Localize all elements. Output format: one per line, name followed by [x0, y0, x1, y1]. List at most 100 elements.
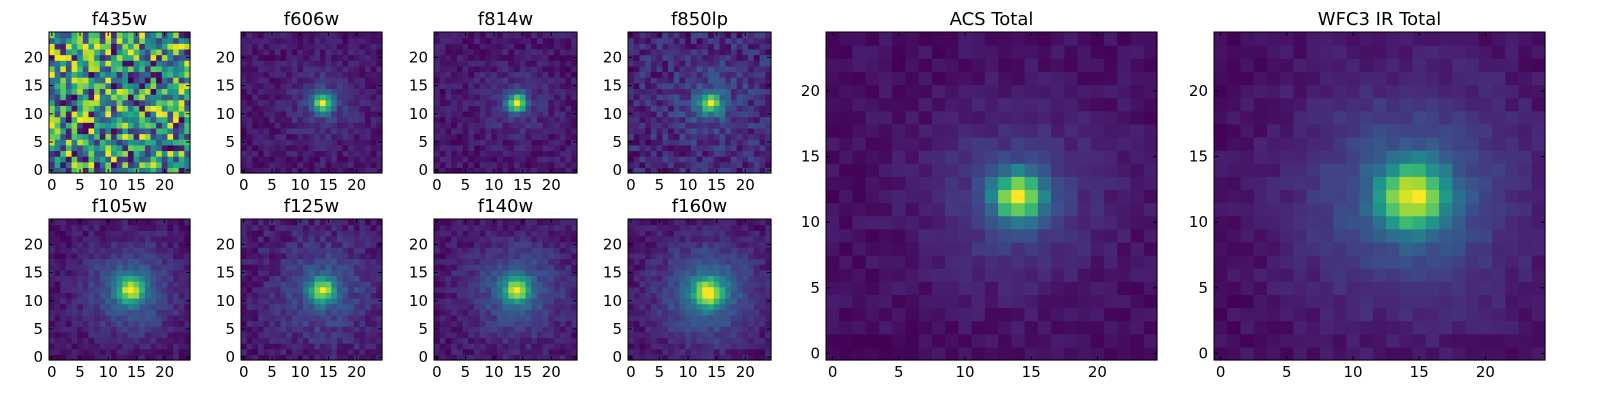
heatmap-cell: [280, 99, 287, 106]
heatmap-cell: [269, 43, 276, 50]
heatmap-cell: [274, 65, 282, 73]
heatmap-cell: [319, 326, 327, 333]
heatmap-cell: [742, 286, 749, 293]
heatmap-cell: [713, 337, 721, 344]
heatmap-cell: [702, 343, 709, 350]
heatmap-cell: [742, 309, 749, 316]
heatmap-cell: [257, 127, 265, 135]
heatmap-cell: [365, 48, 372, 56]
heatmap-cell: [161, 326, 169, 333]
heatmap-cell: [519, 99, 527, 106]
heatmap-cell: [679, 286, 686, 293]
heatmap-cell: [241, 247, 248, 254]
heatmap-cell: [536, 281, 544, 288]
heatmap-cell: [348, 71, 355, 78]
heatmap-cell: [725, 337, 732, 344]
heatmap-cell: [297, 133, 304, 140]
heatmap-cell: [656, 156, 663, 163]
heatmap-cell: [451, 32, 458, 39]
heatmap-cell: [508, 54, 515, 61]
heatmap-cell: [759, 99, 766, 106]
heatmap-cell: [679, 281, 686, 288]
heatmap-cell: [139, 348, 146, 355]
heatmap-cell: [252, 54, 259, 61]
heatmap-cell: [156, 252, 163, 260]
heatmap-cell: [178, 264, 185, 271]
heatmap-cell: [127, 116, 135, 123]
heatmap-cell: [342, 241, 349, 248]
heatmap-cell: [571, 348, 578, 355]
heatmap-cell: [331, 320, 338, 327]
heatmap-cell: [719, 331, 726, 339]
heatmap-cell: [286, 303, 293, 310]
heatmap-cell: [161, 54, 169, 61]
heatmap-cell: [370, 292, 377, 299]
heatmap-cell: [274, 281, 282, 288]
heatmap-cell: [60, 292, 67, 299]
heatmap-cell: [178, 88, 185, 95]
heatmap-cell: [696, 48, 703, 56]
heatmap-cell: [565, 348, 572, 355]
heatmap-cell: [173, 144, 180, 152]
heatmap-cell: [485, 37, 492, 44]
heatmap-cell: [133, 269, 140, 276]
heatmap-cell: [468, 241, 475, 248]
heatmap-cell: [116, 235, 123, 243]
heatmap-cell: [519, 37, 527, 44]
heatmap-cell: [291, 281, 298, 288]
heatmap-cell: [719, 43, 726, 50]
heatmap-cell: [297, 337, 304, 344]
heatmap-cell: [144, 337, 152, 344]
heatmap-cell: [246, 161, 253, 168]
heatmap-cell: [370, 43, 377, 50]
heatmap-cell: [565, 292, 572, 299]
heatmap-cell: [77, 292, 84, 299]
heatmap-cell: [736, 156, 743, 163]
heatmap-cell: [122, 43, 129, 50]
heatmap-cell: [99, 343, 106, 350]
heatmap-cell: [156, 275, 163, 282]
heatmap-cell: [491, 320, 498, 327]
heatmap-cell: [628, 122, 635, 129]
heatmap-cell: [252, 105, 259, 112]
heatmap-cell: [263, 150, 270, 157]
heatmap-cell: [353, 71, 361, 78]
heatmap-cell: [673, 60, 681, 67]
heatmap-cell: [274, 127, 282, 135]
heatmap-cell: [105, 161, 112, 168]
heatmap-cell: [742, 110, 749, 118]
heatmap-cell: [144, 258, 152, 265]
heatmap-cell: [60, 60, 67, 67]
heatmap-cell: [77, 139, 84, 146]
heatmap-cell: [144, 82, 152, 89]
heatmap-cell: [736, 343, 743, 350]
heatmap-cell: [434, 94, 441, 101]
heatmap-cell: [246, 150, 253, 157]
heatmap-cell: [263, 32, 270, 39]
heatmap-cell: [725, 326, 732, 333]
heatmap-cell: [748, 122, 755, 129]
heatmap-cell: [376, 281, 383, 288]
heatmap-cell: [122, 161, 129, 168]
heatmap-cell: [303, 297, 310, 305]
heatmap-cell: [342, 219, 349, 226]
heatmap-cell: [673, 297, 681, 305]
heatmap-cell: [161, 309, 169, 316]
heatmap-cell: [82, 269, 90, 276]
heatmap-cell: [156, 139, 163, 146]
heatmap-cell: [303, 252, 310, 260]
heatmap-cell: [353, 65, 361, 73]
heatmap-cell: [336, 82, 344, 89]
heatmap-cell: [319, 264, 327, 271]
heatmap-cell: [685, 88, 692, 95]
heatmap-cell: [536, 116, 544, 123]
heatmap-cell: [730, 292, 738, 299]
heatmap-cell: [184, 156, 191, 163]
heatmap-cell: [65, 297, 73, 305]
heatmap-cell: [525, 122, 532, 129]
heatmap-cell: [314, 48, 321, 56]
heatmap-cell: [548, 320, 555, 327]
heatmap-cell: [451, 309, 458, 316]
heatmap-cell: [485, 241, 492, 248]
heatmap-cell: [348, 219, 355, 226]
